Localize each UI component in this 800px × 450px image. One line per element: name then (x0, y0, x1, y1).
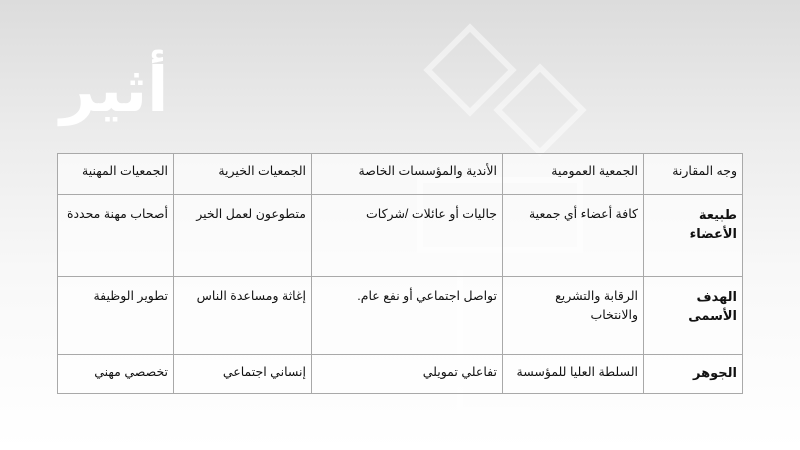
table-cell: كافة أعضاء أي جمعية (502, 194, 644, 277)
row-label: طبيعة الأعضاء (643, 194, 743, 277)
table-cell: إنساني اجتماعي (173, 354, 312, 394)
header-cell: الجمعيات المهنية (57, 153, 174, 195)
row-label: الجوهر (643, 354, 743, 394)
table-cell: السلطة العليا للمؤسسة (502, 354, 644, 394)
table-cell: إغاثة ومساعدة الناس (173, 276, 312, 355)
table-cell: متطوعون لعمل الخير (173, 194, 312, 277)
table-cell: تخصصي مهني (57, 354, 174, 394)
comparison-table: وجه المقارنة الجمعية العمومية الأندية وا… (57, 153, 743, 394)
table-row: الجوهر السلطة العليا للمؤسسة تفاعلي تموي… (57, 354, 743, 394)
header-cell: الجمعية العمومية (502, 153, 644, 195)
table-cell: تفاعلي تمويلي (311, 354, 503, 394)
table-cell: تواصل اجتماعي أو نفع عام. (311, 276, 503, 355)
header-cell: الأندية والمؤسسات الخاصة (311, 153, 503, 195)
table-cell: تطوير الوظيفة (57, 276, 174, 355)
table-row: الهدف الأسمى الرقابة والتشريع والانتخاب … (57, 276, 743, 355)
logo: أثير (60, 56, 169, 125)
table-header-row: وجه المقارنة الجمعية العمومية الأندية وا… (57, 153, 743, 195)
row-label: الهدف الأسمى (643, 276, 743, 355)
table-cell: الرقابة والتشريع والانتخاب (502, 276, 644, 355)
table-row: طبيعة الأعضاء كافة أعضاء أي جمعية جاليات… (57, 194, 743, 277)
table-cell: أصحاب مهنة محددة (57, 194, 174, 277)
header-cell: وجه المقارنة (643, 153, 743, 195)
table-cell: جاليات أو عائلات /شركات (311, 194, 503, 277)
header-cell: الجمعيات الخيرية (173, 153, 312, 195)
